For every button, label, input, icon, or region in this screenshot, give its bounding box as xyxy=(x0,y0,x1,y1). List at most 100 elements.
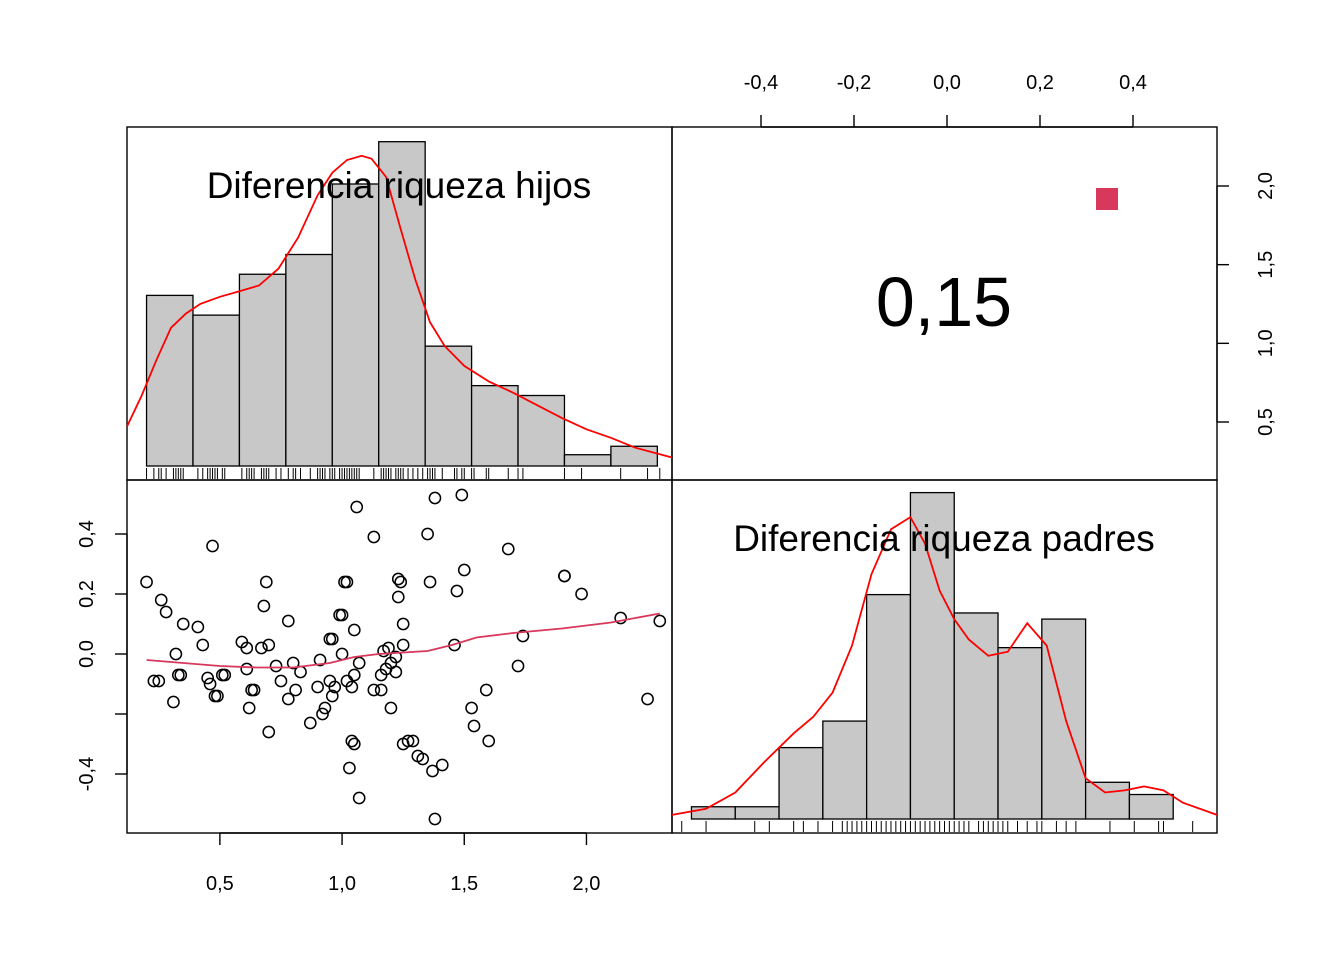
scatter-point xyxy=(423,575,437,589)
scatter-point xyxy=(335,608,349,622)
label-diferencia-riqueza-padres: Diferencia riqueza padres xyxy=(733,518,1155,559)
top-axis-tick-label: -0,2 xyxy=(837,72,871,94)
scatter-point xyxy=(281,614,295,628)
scatter-point xyxy=(347,623,361,637)
scatter-point xyxy=(311,680,324,694)
scatter-point xyxy=(262,725,276,739)
scatter-point xyxy=(318,701,332,715)
histogram-hijos-bar xyxy=(378,141,426,467)
axes: 0,5 1,0 1,5 2,0 -0,4 0,0 0,2 0,4 -0,4 -0,2 0,0 0,2 0… xyxy=(76,72,1277,895)
y-axis-tick-label: 0,2 xyxy=(76,580,98,608)
scatter-point xyxy=(367,530,381,544)
scatter-point xyxy=(384,701,398,715)
histogram-padres-bar xyxy=(997,646,1043,820)
scatter-plot xyxy=(140,488,667,826)
scatter-point xyxy=(171,668,185,682)
density-curve-hijos xyxy=(126,154,673,459)
scatter-point xyxy=(203,677,217,691)
scatter-point xyxy=(575,587,588,601)
scatter-point xyxy=(455,488,469,502)
histogram-padres-bar xyxy=(822,720,868,820)
scatter-point xyxy=(416,752,430,766)
scatter-point xyxy=(352,791,366,805)
histogram-padres-bar xyxy=(1084,781,1131,820)
right-axis-tick-label: 0,5 xyxy=(1255,408,1277,436)
scatter-point xyxy=(215,668,229,682)
scatter-point xyxy=(401,734,415,748)
scatter-point xyxy=(140,575,153,589)
right-axis-tick-label: 1,0 xyxy=(1255,329,1277,357)
scatter-point xyxy=(147,674,161,688)
histogram-hijos-bar xyxy=(610,445,658,467)
correlation-marker xyxy=(1096,188,1118,210)
scatter-point xyxy=(428,491,442,505)
scatter-point xyxy=(516,629,530,643)
x-axis-tick-label: 2,0 xyxy=(573,873,601,895)
scatter-point xyxy=(211,689,224,703)
scatter-point xyxy=(208,689,222,703)
y-axis-tick-label: 0,0 xyxy=(76,640,98,668)
scatter-point xyxy=(286,656,300,670)
scatter-point xyxy=(391,590,405,604)
x-axis-tick-label: 0,5 xyxy=(206,873,234,895)
scatter-point xyxy=(335,647,349,661)
scatter-point xyxy=(176,617,190,631)
scatter-point xyxy=(501,542,515,556)
scatter-point xyxy=(154,593,168,607)
y-axis-tick-label: 0,4 xyxy=(76,520,98,548)
histogram-hijos xyxy=(126,141,673,479)
smooth-line xyxy=(146,612,660,669)
histogram-padres xyxy=(671,491,1218,832)
scatter-point xyxy=(396,617,410,631)
top-axis-tick-label: 0,0 xyxy=(933,72,961,94)
scatter-point xyxy=(262,638,276,652)
top-axis-tick-label: 0,2 xyxy=(1026,72,1054,94)
scatter-point xyxy=(641,692,654,706)
correlation-panel xyxy=(1096,188,1118,210)
histogram-hijos-bar xyxy=(285,253,333,467)
scatter-point xyxy=(343,761,356,775)
scatter-point xyxy=(426,764,439,778)
scatter-point xyxy=(281,692,295,706)
histogram-padres-bar xyxy=(1128,793,1174,820)
scatter-point xyxy=(242,701,256,715)
scatter-point xyxy=(245,683,258,697)
scatter-point xyxy=(345,734,359,748)
scatter-point xyxy=(196,638,210,652)
scatter-point xyxy=(511,659,525,673)
scatter-point xyxy=(174,668,188,682)
histogram-padres-bar xyxy=(865,593,912,820)
scatter-point xyxy=(316,707,329,721)
scatter-point xyxy=(428,812,442,826)
scatter-point xyxy=(303,716,317,730)
scatter-point xyxy=(558,569,571,583)
histogram-hijos-bar xyxy=(238,273,287,467)
scatter-point xyxy=(159,605,173,619)
histogram-padres-bar xyxy=(909,491,955,820)
label-diferencia-riqueza-hijos: Diferencia riqueza hijos xyxy=(207,165,592,206)
scatter-point xyxy=(421,527,434,541)
scatter-point xyxy=(367,683,381,697)
histogram-hijos-bar xyxy=(517,394,566,467)
panel-hist-padres-frame xyxy=(671,479,1218,834)
scatter-point xyxy=(167,695,180,709)
scatter-point xyxy=(347,737,361,751)
histogram-padres-bar xyxy=(953,612,999,820)
histogram-padres-bar xyxy=(690,806,736,820)
scatter-point xyxy=(325,632,339,646)
scatter-point xyxy=(218,668,232,682)
density-curve-padres xyxy=(671,515,1218,816)
scatter-point xyxy=(325,689,339,703)
scatter-point xyxy=(206,539,219,553)
histogram-hijos-bar xyxy=(470,384,519,467)
scatter-point xyxy=(345,680,359,694)
scatter-point xyxy=(394,575,408,589)
scatter-point xyxy=(467,719,481,733)
scatter-point xyxy=(396,638,410,652)
scatter-point xyxy=(169,647,183,661)
scatter-point xyxy=(274,674,288,688)
top-axis-tick-label: 0,4 xyxy=(1119,72,1147,94)
scatter-point xyxy=(152,674,166,688)
y-axis-tick-label: -0,4 xyxy=(76,757,98,791)
